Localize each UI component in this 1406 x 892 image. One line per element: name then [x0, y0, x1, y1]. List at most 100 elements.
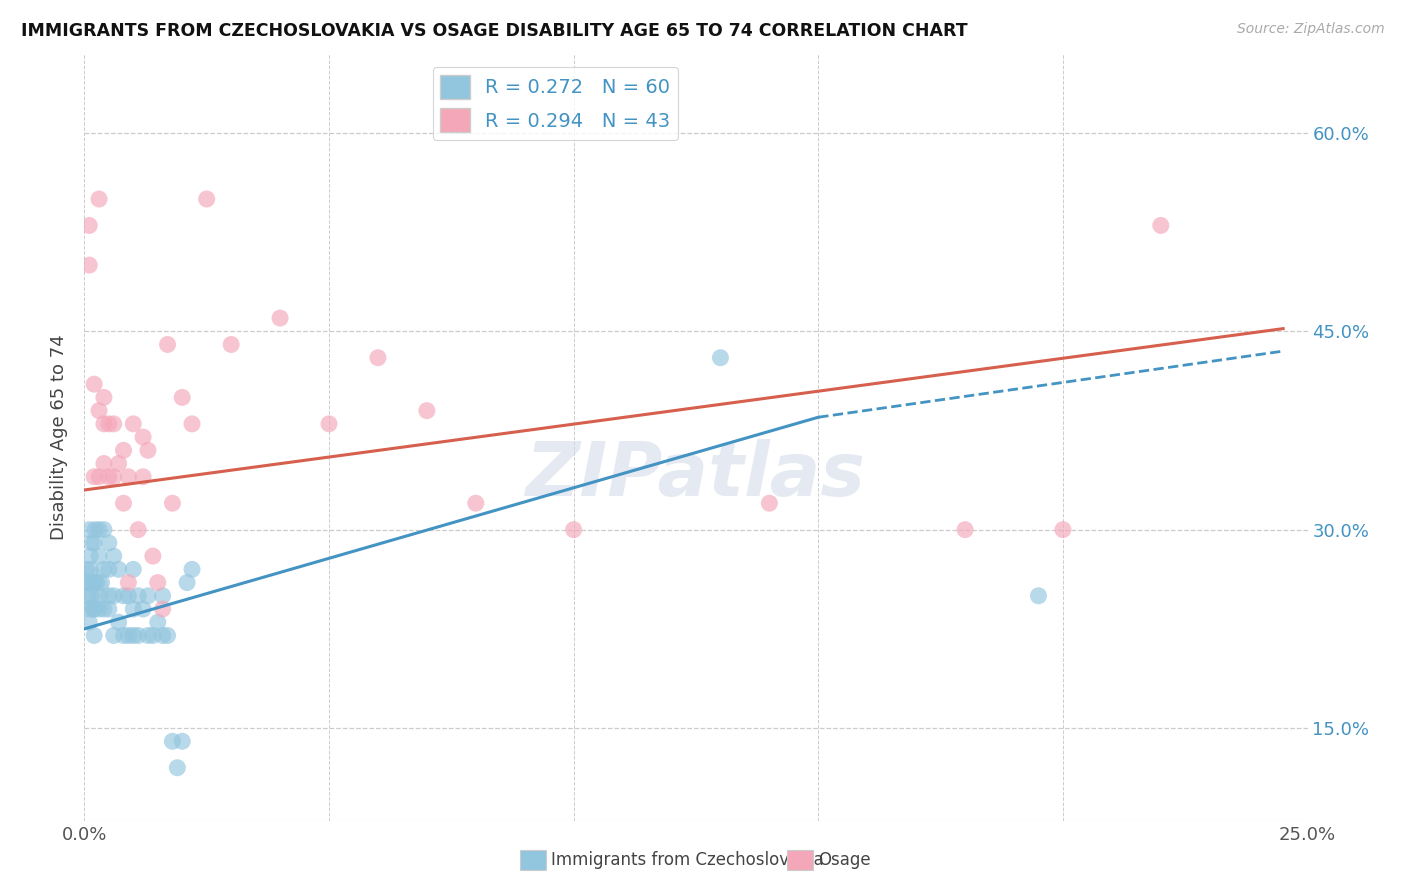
Point [97, 417, 120, 431]
Point [122, 628, 145, 642]
Point [142, 549, 165, 563]
Point [117, 628, 139, 642]
Text: IMMIGRANTS FROM CZECHOSLOVAKIA VS OSAGE DISABILITY AGE 65 TO 74 CORRELATION CHAR: IMMIGRANTS FROM CZECHOSLOVAKIA VS OSAGE … [21, 22, 967, 40]
Point [80, 536, 103, 550]
Point [152, 628, 174, 642]
Point [77, 589, 100, 603]
Point [97, 602, 120, 616]
Point [117, 469, 139, 483]
Point [122, 602, 145, 616]
Point [83, 628, 105, 642]
Point [83, 575, 105, 590]
Point [103, 417, 125, 431]
Point [172, 734, 194, 748]
Point [156, 337, 179, 351]
Point [1052, 523, 1074, 537]
Point [103, 628, 125, 642]
Point [82, 602, 104, 616]
Point [146, 575, 169, 590]
Point [367, 351, 389, 365]
Point [117, 575, 139, 590]
Point [87, 549, 110, 563]
Point [93, 457, 115, 471]
Point [172, 391, 194, 405]
Point [83, 602, 105, 616]
Point [195, 192, 218, 206]
Point [176, 575, 198, 590]
Text: Osage: Osage [818, 851, 870, 869]
Point [181, 562, 204, 576]
Point [562, 523, 585, 537]
Point [103, 549, 125, 563]
Point [117, 589, 139, 603]
Point [152, 602, 174, 616]
Point [77, 615, 100, 630]
Y-axis label: Disability Age 65 to 74: Disability Age 65 to 74 [51, 334, 69, 540]
Text: ZIPatlas: ZIPatlas [526, 439, 866, 512]
Point [162, 734, 184, 748]
Point [84, 523, 107, 537]
Point [77, 602, 100, 616]
Text: Source: ZipAtlas.com: Source: ZipAtlas.com [1237, 22, 1385, 37]
Point [136, 443, 159, 458]
Point [77, 523, 100, 537]
Point [83, 536, 105, 550]
Point [1028, 589, 1050, 603]
Point [76, 562, 98, 576]
Point [166, 761, 188, 775]
Point [758, 496, 780, 510]
Point [87, 192, 110, 206]
Point [79, 575, 101, 590]
Point [181, 417, 204, 431]
Point [112, 589, 135, 603]
Point [86, 575, 108, 590]
Point [93, 523, 115, 537]
Point [83, 469, 105, 483]
Point [107, 562, 129, 576]
Point [97, 536, 120, 550]
Point [77, 219, 100, 233]
Point [112, 443, 135, 458]
Point [93, 562, 115, 576]
Point [87, 469, 110, 483]
Point [132, 602, 155, 616]
Point [93, 602, 115, 616]
Point [1150, 219, 1173, 233]
Point [107, 615, 129, 630]
Point [122, 417, 145, 431]
Point [97, 469, 120, 483]
Legend: R = 0.272   N = 60, R = 0.294   N = 43: R = 0.272 N = 60, R = 0.294 N = 43 [433, 67, 678, 140]
Point [90, 575, 112, 590]
Point [269, 311, 291, 326]
Point [97, 562, 120, 576]
Point [146, 615, 169, 630]
Point [127, 628, 149, 642]
Point [122, 562, 145, 576]
Point [87, 602, 110, 616]
Point [127, 589, 149, 603]
Point [112, 496, 135, 510]
Point [77, 258, 100, 272]
Point [83, 377, 105, 392]
Point [953, 523, 976, 537]
Point [162, 496, 184, 510]
Point [73, 582, 96, 597]
Point [156, 628, 179, 642]
Point [416, 403, 439, 417]
Point [87, 403, 110, 417]
Text: Immigrants from Czechoslovakia: Immigrants from Czechoslovakia [551, 851, 824, 869]
Point [132, 430, 155, 444]
Point [464, 496, 486, 510]
Point [318, 417, 340, 431]
Point [80, 589, 103, 603]
Point [76, 575, 98, 590]
Point [709, 351, 731, 365]
Point [103, 469, 125, 483]
Point [112, 628, 135, 642]
Point [152, 589, 174, 603]
Point [136, 628, 159, 642]
Point [79, 549, 101, 563]
Point [103, 589, 125, 603]
Point [142, 628, 165, 642]
Point [136, 589, 159, 603]
